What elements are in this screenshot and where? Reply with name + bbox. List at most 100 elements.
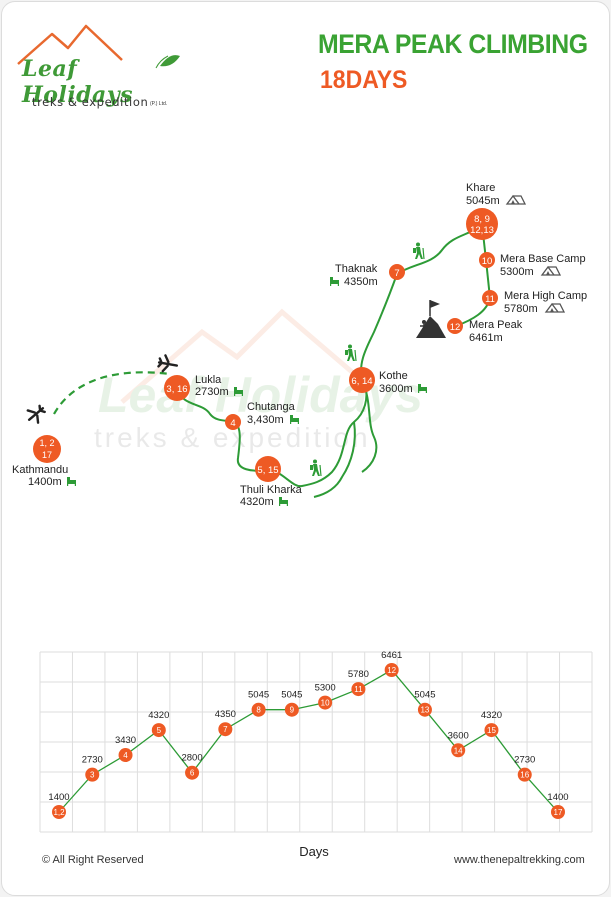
map-stop-khare: 8, 9 12,13 Khare 5045m bbox=[466, 182, 526, 240]
x-tick-label: 4 bbox=[123, 751, 128, 760]
svg-text:Lukla: Lukla bbox=[195, 374, 222, 386]
airplane-icon bbox=[157, 354, 179, 373]
svg-text:Thaknak: Thaknak bbox=[335, 263, 378, 275]
airplane-icon bbox=[26, 404, 46, 424]
svg-text:Kothe: Kothe bbox=[379, 370, 408, 382]
elevation-chart: 1,2 1400 3 2730 4 3430 5 4320 6 2800 7 4350 8 5045 9 50… bbox=[39, 650, 593, 859]
hiker-icon bbox=[412, 241, 425, 260]
svg-text:5045m: 5045m bbox=[466, 195, 500, 207]
data-point bbox=[351, 682, 366, 697]
map-stop-chutanga: 4 Chutanga 3,430m bbox=[225, 401, 299, 430]
data-label: 5045 bbox=[248, 690, 269, 701]
svg-text:2730m: 2730m bbox=[195, 386, 229, 398]
flight-path bbox=[53, 371, 171, 415]
svg-text:1, 2: 1, 2 bbox=[39, 438, 54, 448]
data-point bbox=[551, 805, 565, 819]
x-tick-label: 17 bbox=[554, 808, 563, 817]
svg-text:Khare: Khare bbox=[466, 182, 495, 194]
data-point bbox=[151, 723, 166, 738]
data-point bbox=[318, 695, 333, 710]
svg-text:3, 16: 3, 16 bbox=[166, 384, 187, 395]
svg-text:4: 4 bbox=[230, 418, 235, 429]
data-label: 5780 bbox=[348, 669, 369, 680]
x-tick-label: 10 bbox=[321, 699, 330, 708]
svg-text:7: 7 bbox=[394, 268, 399, 279]
svg-text:Mera Base Camp: Mera Base Camp bbox=[500, 253, 586, 265]
data-label: 6461 bbox=[381, 650, 402, 661]
data-label: 2800 bbox=[181, 753, 202, 764]
data-label: 5045 bbox=[281, 690, 302, 701]
data-label: 3600 bbox=[448, 730, 469, 741]
copyright-text: © All Right Reserved bbox=[42, 854, 144, 866]
data-point bbox=[85, 767, 100, 782]
data-label: 4350 bbox=[215, 709, 236, 720]
svg-text:17: 17 bbox=[42, 450, 52, 460]
x-tick-label: 16 bbox=[520, 771, 529, 780]
bed-icon bbox=[67, 477, 76, 486]
data-label: 1400 bbox=[547, 792, 568, 803]
route-map: Leaf Holidays treks & expedition bbox=[12, 182, 587, 508]
tent-icon bbox=[506, 195, 526, 205]
trek-route-branch-2 bbox=[361, 379, 378, 473]
hiker-icon bbox=[344, 343, 357, 362]
x-tick-label: 3 bbox=[90, 771, 95, 780]
map-stop-mera-base-camp: 10 Mera Base Camp 5300m bbox=[479, 252, 586, 278]
svg-text:12: 12 bbox=[450, 322, 461, 333]
data-point bbox=[517, 767, 532, 782]
svg-text:5300m: 5300m bbox=[500, 266, 534, 278]
data-point bbox=[218, 722, 233, 737]
logo-wordmark: Leaf Holidays bbox=[22, 56, 133, 108]
x-axis-label: Days bbox=[299, 844, 329, 859]
svg-text:Mera High Camp: Mera High Camp bbox=[504, 290, 587, 302]
data-point bbox=[185, 765, 200, 780]
x-tick-label: 11 bbox=[354, 685, 363, 694]
logo-tagline: treks & expedition bbox=[32, 95, 149, 109]
svg-text:3,430m: 3,430m bbox=[247, 414, 284, 426]
data-point bbox=[451, 743, 466, 758]
data-point bbox=[284, 702, 299, 717]
x-tick-label: 15 bbox=[487, 726, 496, 735]
page-title: MERA PEAK CLIMBING bbox=[318, 29, 588, 59]
data-label: 1400 bbox=[48, 792, 69, 803]
data-label: 5045 bbox=[414, 690, 435, 701]
svg-text:Chutanga: Chutanga bbox=[247, 401, 296, 413]
map-stop-thuli-kharka: 5, 15 Thuli Kharka 4320m bbox=[240, 456, 303, 508]
svg-text:6461m: 6461m bbox=[469, 332, 503, 344]
map-stop-lukla: 3, 16 Lukla 2730m bbox=[164, 374, 243, 401]
data-label: 2730 bbox=[514, 755, 535, 766]
svg-text:11: 11 bbox=[485, 294, 495, 305]
svg-text:1400m: 1400m bbox=[28, 476, 62, 488]
data-point bbox=[118, 748, 133, 763]
logo-suffix: (P.) Ltd. bbox=[150, 101, 168, 107]
data-label: 3430 bbox=[115, 735, 136, 746]
trek-route-branch bbox=[313, 421, 356, 498]
company-logo: Leaf Holidays treks & expedition (P.) Lt… bbox=[10, 22, 190, 109]
x-tick-label: 9 bbox=[290, 706, 295, 715]
svg-text:Kathmandu: Kathmandu bbox=[12, 464, 68, 476]
svg-text:4320m: 4320m bbox=[240, 496, 274, 508]
website-link[interactable]: www.thenepaltrekking.com bbox=[454, 854, 585, 866]
data-point bbox=[251, 702, 266, 717]
data-point bbox=[52, 805, 66, 819]
x-tick-label: 1,2 bbox=[53, 808, 65, 817]
mountain-logo-icon bbox=[17, 24, 180, 69]
map-stop-mera-high-camp: 11 Mera High Camp 5780m bbox=[482, 290, 587, 315]
bed-icon bbox=[330, 277, 339, 286]
summit-icon bbox=[416, 300, 446, 338]
svg-text:6, 14: 6, 14 bbox=[351, 376, 372, 387]
hiker-icon bbox=[309, 458, 322, 477]
svg-text:5780m: 5780m bbox=[504, 303, 538, 315]
map-stop-kothe: 6, 14 Kothe 3600m bbox=[349, 367, 427, 395]
svg-text:8, 9: 8, 9 bbox=[474, 214, 490, 225]
x-tick-label: 8 bbox=[256, 706, 261, 715]
data-label: 2730 bbox=[82, 755, 103, 766]
tent-icon bbox=[545, 303, 565, 313]
svg-text:4350m: 4350m bbox=[344, 276, 378, 288]
svg-text:Mera Peak: Mera Peak bbox=[469, 319, 523, 331]
data-point bbox=[484, 723, 499, 738]
page-subtitle: 18DAYS bbox=[320, 66, 408, 94]
x-tick-label: 12 bbox=[387, 666, 396, 675]
data-point bbox=[384, 663, 399, 677]
data-label: 4320 bbox=[148, 710, 169, 721]
